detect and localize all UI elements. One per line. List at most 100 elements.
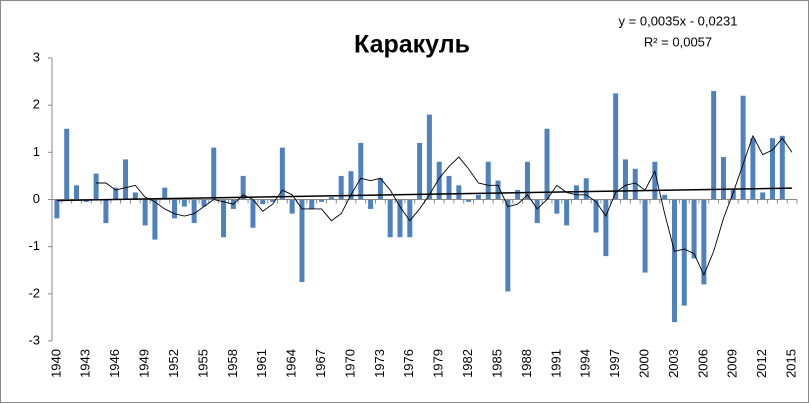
bar — [495, 180, 501, 200]
bar — [368, 199, 374, 209]
bar — [181, 199, 187, 207]
bar — [740, 95, 746, 200]
x-tick-label: 1973 — [372, 349, 387, 378]
bar — [93, 173, 99, 200]
bar — [711, 91, 717, 200]
bar — [123, 159, 129, 200]
bar — [309, 199, 315, 209]
bar — [485, 161, 491, 200]
bar — [760, 192, 766, 200]
y-tick-label: 0 — [33, 191, 40, 206]
bar — [652, 161, 658, 200]
bar — [132, 192, 138, 200]
bar — [221, 199, 227, 238]
x-tick-label: 1943 — [78, 349, 93, 378]
trend-r-squared: R² = 0,0057 — [644, 34, 712, 49]
bar — [417, 142, 423, 200]
bar — [240, 175, 246, 200]
x-tick-label: 2000 — [636, 349, 651, 378]
y-tick-label: -1 — [28, 238, 40, 253]
x-tick-label: 1970 — [342, 349, 357, 378]
bar — [358, 142, 364, 200]
x-tick-label: 1982 — [460, 349, 475, 378]
bar — [583, 178, 589, 200]
bar — [622, 159, 628, 200]
bar — [270, 199, 276, 202]
bar — [64, 128, 70, 200]
x-tick-label: 1997 — [607, 349, 622, 378]
x-tick-label: 1985 — [489, 349, 504, 378]
moving-average-line — [96, 134, 793, 277]
y-tick-label: 3 — [33, 49, 40, 64]
trend-line — [56, 187, 793, 202]
bar — [681, 199, 687, 306]
y-tick-label: -3 — [28, 332, 40, 347]
bar — [603, 199, 609, 257]
bar — [701, 199, 707, 285]
bar — [328, 197, 334, 200]
bar — [554, 199, 560, 214]
x-tick-label: 2015 — [784, 349, 799, 378]
x-tick-label: 2012 — [754, 349, 769, 378]
bar — [593, 199, 599, 233]
bar — [74, 185, 80, 200]
bar — [524, 161, 530, 200]
x-tick-label: 1946 — [107, 349, 122, 378]
bar — [475, 194, 481, 200]
x-tick-label: 1949 — [137, 349, 152, 378]
bar — [426, 114, 432, 200]
bar — [54, 199, 60, 219]
x-tick-label: 2009 — [725, 349, 740, 378]
bar — [201, 199, 207, 207]
x-tick-label: 2006 — [695, 349, 710, 378]
bar — [632, 168, 638, 200]
trend-equation: y = 0,0035x - 0,0231 — [619, 13, 738, 28]
bar — [515, 190, 521, 200]
bar — [544, 128, 550, 200]
x-tick-label: 1964 — [284, 349, 299, 378]
bar — [113, 187, 119, 200]
x-tick-label: 1952 — [166, 349, 181, 378]
x-tick-label: 2003 — [666, 349, 681, 378]
bar — [779, 135, 785, 200]
bar — [642, 199, 648, 273]
bar — [613, 93, 619, 200]
bar — [348, 171, 354, 200]
bar — [279, 147, 285, 200]
bar — [564, 199, 570, 226]
bar — [142, 199, 148, 226]
bar — [338, 175, 344, 200]
bar — [720, 157, 726, 200]
bar — [289, 199, 295, 214]
bar — [191, 199, 197, 224]
bar — [730, 190, 736, 200]
bar — [162, 187, 168, 200]
x-tick-label: 1961 — [254, 349, 269, 378]
y-tick-label: -2 — [28, 285, 40, 300]
bar — [505, 199, 511, 292]
bar — [662, 194, 668, 200]
x-tick-label: 1958 — [225, 349, 240, 378]
bar — [769, 138, 775, 200]
bar — [691, 199, 697, 259]
x-tick-label: 1979 — [431, 349, 446, 378]
x-tick-label: 1988 — [519, 349, 534, 378]
bar — [671, 199, 677, 323]
bar — [466, 199, 472, 202]
y-tick-label: 2 — [33, 97, 40, 112]
x-tick-label: 1967 — [313, 349, 328, 378]
bar — [103, 199, 109, 224]
bar — [407, 199, 413, 238]
bar — [319, 199, 325, 202]
x-tick-label: 1994 — [578, 349, 593, 378]
bar — [750, 138, 756, 200]
chart-title: Каракуль — [354, 31, 470, 59]
bar — [250, 199, 256, 228]
bar — [436, 161, 442, 200]
x-tick-label: 1991 — [548, 349, 563, 378]
x-tick-label: 1940 — [48, 349, 63, 378]
bar — [534, 199, 540, 224]
bar — [172, 199, 178, 219]
